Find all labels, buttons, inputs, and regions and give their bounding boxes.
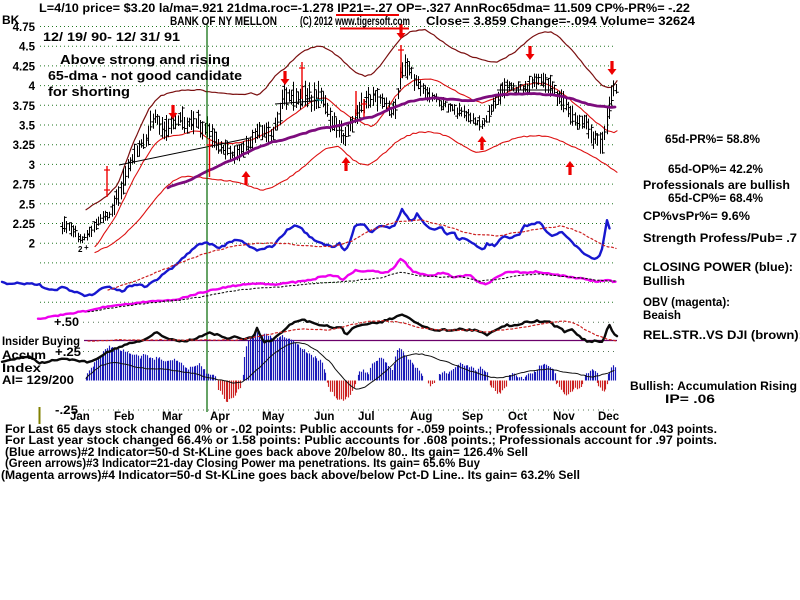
svg-text:(Blue arrows)#2 Indicator=50-d: (Blue arrows)#2 Indicator=50-d St-KLine … [5, 447, 528, 459]
svg-text:65d-OP%= 42.2%: 65d-OP%= 42.2% [668, 164, 763, 176]
svg-text:Jun: Jun [314, 411, 334, 423]
svg-text:AI= 129/200: AI= 129/200 [2, 375, 74, 387]
svg-text:-.25: -.25 [55, 405, 79, 417]
svg-text:4.25: 4.25 [13, 61, 36, 73]
svg-text:Bullish: Accumulation Rising: Bullish: Accumulation Rising [630, 381, 797, 393]
svg-text:Index: Index [2, 363, 42, 375]
svg-text:Mar: Mar [162, 411, 183, 423]
svg-text:(Green arrows)#3 Indicator=21-: (Green arrows)#3 Indicator=21-day Closin… [5, 458, 481, 470]
svg-text:Apr: Apr [210, 411, 230, 423]
svg-text:for shorting: for shorting [48, 85, 130, 99]
svg-text:(C) 2012 www.tigersoft.com: (C) 2012 www.tigersoft.com [300, 16, 410, 28]
svg-text:For Last 65 days stock changed: For Last 65 days stock changed 0% or -.0… [5, 424, 717, 436]
svg-text:+: + [84, 243, 89, 252]
svg-text:Oct: Oct [508, 411, 527, 423]
svg-text:2.75: 2.75 [13, 180, 36, 192]
svg-text:Professionals are bullish: Professionals are bullish [643, 180, 790, 192]
svg-text:Jan: Jan [70, 411, 90, 423]
svg-text:Bullish: Bullish [643, 276, 685, 288]
svg-text:Aug: Aug [410, 411, 432, 423]
svg-text:Insider Buying: Insider Buying [2, 336, 80, 348]
svg-text:Feb: Feb [114, 411, 134, 423]
svg-text:3.75: 3.75 [13, 101, 36, 113]
svg-text:4.5: 4.5 [19, 42, 36, 54]
svg-text:OBV (magenta):: OBV (magenta): [643, 297, 730, 309]
svg-text:Dec: Dec [598, 411, 620, 423]
svg-text:Accum: Accum [2, 350, 46, 362]
svg-text:65d-PR%= 58.8%: 65d-PR%= 58.8% [665, 134, 760, 146]
svg-text:Nov: Nov [553, 411, 575, 423]
svg-text:CLOSING POWER (blue):: CLOSING POWER (blue): [643, 262, 793, 274]
svg-text:CP%vsPr%= 9.6%: CP%vsPr%= 9.6% [643, 211, 750, 223]
svg-text:BANK OF NY MELLON: BANK OF NY MELLON [170, 16, 277, 28]
svg-text:Above strong and rising: Above strong and rising [60, 53, 230, 67]
svg-text:4: 4 [29, 81, 36, 93]
svg-text:Jul: Jul [358, 411, 375, 423]
svg-text:Strength Profess/Pub= .7: Strength Profess/Pub= .7 [643, 233, 797, 245]
svg-text:(Magenta arrows)#4 Indicator=5: (Magenta arrows)#4 Indicator=50-d St-KLi… [1, 470, 580, 482]
svg-text:+.25: +.25 [55, 347, 82, 359]
svg-text:3.5: 3.5 [19, 121, 36, 133]
svg-text:2: 2 [29, 239, 35, 251]
svg-text:2.5: 2.5 [19, 199, 36, 211]
svg-text:65-dma - not good candidate: 65-dma - not good candidate [48, 69, 242, 83]
svg-text:3.25: 3.25 [13, 140, 36, 152]
svg-text:+.50: +.50 [54, 317, 79, 329]
svg-text:REL.STR..VS DJI (brown):: REL.STR..VS DJI (brown): [643, 330, 800, 342]
svg-text:2: 2 [78, 245, 83, 254]
svg-text:65d-CP%= 68.4%: 65d-CP%= 68.4% [668, 193, 763, 205]
svg-text:IP= .06: IP= .06 [665, 394, 715, 406]
svg-text:Close= 3.859 Change=-.094 Vo: Close= 3.859 Change=-.094 Volume= 32624 [426, 16, 696, 28]
svg-text:Beaish: Beaish [643, 310, 681, 322]
svg-text:For Last year stock changed 6: For Last year stock changed 66.4% or 1.5… [5, 435, 717, 447]
svg-text:BK: BK [2, 13, 20, 27]
svg-text:12/ 19/ 90- 12/ 31/ 91: 12/ 19/ 90- 12/ 31/ 91 [43, 32, 181, 44]
svg-text:Sep: Sep [462, 411, 483, 423]
svg-text:May: May [262, 411, 285, 423]
svg-text:3: 3 [29, 160, 35, 172]
svg-text:4.75: 4.75 [13, 22, 36, 34]
svg-text:2.25: 2.25 [13, 219, 36, 231]
svg-text:L=4/10 price= $3.20 la/ma=.9: L=4/10 price= $3.20 la/ma=.921 21dma.roc… [39, 3, 690, 15]
